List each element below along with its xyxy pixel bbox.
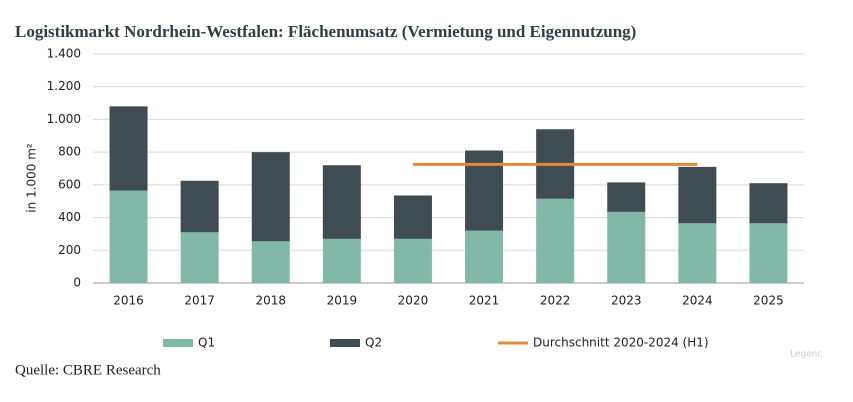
y-tick-label: 200: [58, 243, 81, 257]
x-tick-label: 2024: [682, 294, 713, 308]
x-tick-label: 2019: [327, 294, 358, 308]
legend-label: Q2: [365, 336, 382, 350]
y-axis-label: in 1.000 m²: [25, 143, 39, 213]
y-tick-label: 800: [58, 145, 81, 159]
bar: [607, 211, 646, 283]
bar: [536, 198, 575, 283]
x-tick-label: 2018: [255, 294, 286, 308]
bar: [749, 223, 788, 283]
bar: [393, 195, 432, 239]
bar: [251, 241, 290, 283]
bar: [465, 230, 504, 283]
y-tick-label: 600: [58, 177, 81, 191]
y-tick-label: 1.000: [47, 112, 81, 126]
x-tick-label: 2017: [184, 294, 215, 308]
bar: [180, 232, 219, 283]
x-tick-label: 2020: [398, 294, 429, 308]
bar: [109, 106, 148, 191]
y-tick-label: 1.200: [47, 79, 81, 93]
bar: [322, 238, 361, 283]
bar: [678, 166, 717, 224]
legend-watermark: Legenc: [790, 350, 822, 360]
source: Quelle: CBRE Research: [15, 362, 161, 378]
chart-title: Logistikmarkt Nordrhein-Westfalen: Fläch…: [15, 22, 636, 41]
legend-swatch: [330, 339, 360, 347]
bar: [251, 152, 290, 242]
bar: [109, 190, 148, 283]
bar: [749, 183, 788, 224]
bar: [465, 150, 504, 231]
x-tick-label: 2022: [540, 294, 571, 308]
y-tick-label: 1.400: [47, 47, 81, 61]
bar: [393, 238, 432, 283]
y-tick-label: 400: [58, 210, 81, 224]
legend-label: Q1: [198, 336, 215, 350]
x-tick-label: 2016: [113, 294, 144, 308]
bar: [322, 165, 361, 239]
x-tick-label: 2025: [753, 294, 784, 308]
bar: [180, 180, 219, 233]
bar: [607, 182, 646, 212]
y-tick-label: 0: [73, 276, 81, 290]
legend-label: Durchschnitt 2020-2024 (H1): [533, 336, 709, 350]
x-tick-label: 2023: [611, 294, 642, 308]
x-tick-label: 2021: [469, 294, 500, 308]
legend-swatch: [163, 339, 193, 347]
bar: [678, 223, 717, 283]
